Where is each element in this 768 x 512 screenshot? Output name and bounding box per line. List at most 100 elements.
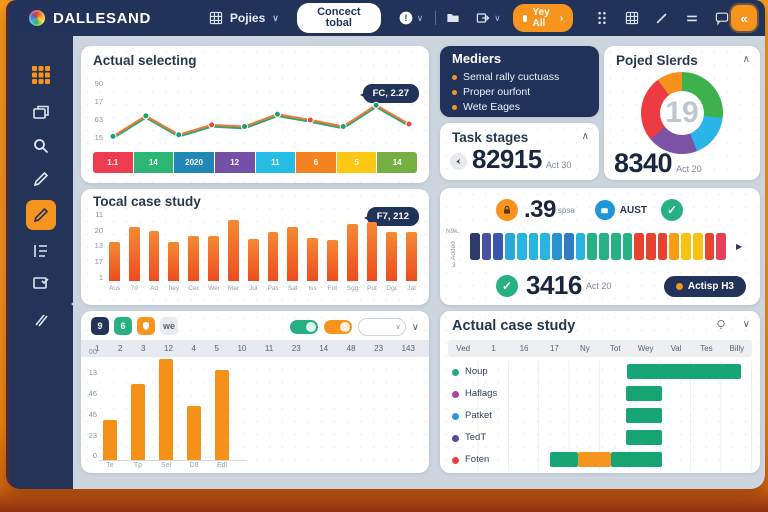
action-pill-button[interactable]: Actisp H3 bbox=[663, 276, 746, 297]
orange-toggle[interactable] bbox=[323, 320, 352, 334]
pojed-value: 8340 bbox=[614, 148, 673, 178]
collapse-button[interactable]: « bbox=[731, 5, 757, 31]
card-title: Tocal case study bbox=[93, 194, 201, 209]
segment: 6 bbox=[296, 152, 336, 173]
stat-label-1: AUST bbox=[619, 204, 648, 216]
arrow-right-icon[interactable]: ▶ bbox=[736, 242, 743, 251]
green-toggle[interactable] bbox=[289, 320, 318, 334]
sidebar-item-search-icon[interactable] bbox=[26, 131, 56, 161]
row-dot-icon bbox=[452, 435, 459, 442]
bar bbox=[267, 232, 279, 281]
chevron-down-icon: ∨ bbox=[416, 12, 424, 23]
export-icon[interactable] bbox=[474, 9, 492, 27]
tray-all-label: Yey All bbox=[532, 7, 550, 29]
bullet-label: Semal rally cuctuass bbox=[463, 71, 560, 83]
row-dot-icon bbox=[452, 391, 459, 398]
gantt-column-label: 16 bbox=[519, 344, 529, 353]
bar bbox=[247, 239, 259, 281]
gantt-column-label: 17 bbox=[549, 344, 559, 353]
notification-icon[interactable]: ! bbox=[397, 9, 415, 27]
x-tick-label: Mar bbox=[227, 285, 239, 292]
task-stages-value: 82915 bbox=[472, 144, 542, 174]
sidebar-item-edit-active-icon[interactable] bbox=[26, 200, 56, 230]
card-title: Task stages bbox=[452, 130, 529, 145]
bar-chart bbox=[109, 213, 417, 281]
y-axis: 11 20 13 17 1 bbox=[89, 211, 103, 281]
gantt-column-label: Ny bbox=[579, 344, 590, 353]
chevron-up-icon[interactable]: ∧ bbox=[581, 131, 589, 142]
toolbar-mini-button[interactable]: we bbox=[160, 317, 178, 335]
data-point bbox=[241, 123, 249, 131]
toolbar-mini-button[interactable] bbox=[137, 317, 155, 335]
card-stats: .39 spsa AUST ✓ N9k. Added 3 ▶ ✓ 3416 Ac… bbox=[440, 188, 760, 305]
column-number: 10 bbox=[237, 344, 247, 353]
strip-cell bbox=[587, 233, 598, 260]
sidebar-item-list-icon[interactable] bbox=[26, 236, 56, 266]
card-task-stages: Task stages ∧ 82915 Act 30 bbox=[440, 123, 599, 180]
column-number: 5 bbox=[214, 344, 219, 353]
gantt-row-label: TedT bbox=[465, 432, 487, 443]
toolbar-mini-button[interactable]: 9 bbox=[91, 317, 109, 335]
donut-center-value: 19 bbox=[665, 96, 699, 129]
y-tick-label: 45 bbox=[88, 409, 97, 419]
strip-cell bbox=[481, 233, 492, 260]
card-title: Mediers bbox=[452, 51, 502, 66]
card-pojed-slerds: Pojed Slerds ∧ 19 8340 Act 20 bbox=[604, 46, 760, 180]
gantt-row: TedT bbox=[448, 427, 752, 449]
pencil-icon[interactable] bbox=[653, 9, 671, 27]
x-tick-label: Fut bbox=[327, 285, 338, 292]
chevron-down-icon: ∨ bbox=[272, 12, 279, 23]
strip-cell bbox=[634, 233, 645, 260]
strip-cell bbox=[669, 233, 680, 260]
stat-suffix-2: Act 20 bbox=[585, 280, 612, 291]
y-tick-label: 90 bbox=[94, 79, 103, 88]
card-tocal-case-study: Tocal case study F7, 212 11 20 13 17 1 Aust 7… bbox=[81, 189, 429, 305]
projects-menu[interactable]: Pojies ∨ bbox=[207, 9, 279, 27]
sidebar-item-apps-grid-icon[interactable] bbox=[26, 60, 56, 90]
tray-all-pill[interactable]: Yey All › bbox=[512, 4, 574, 32]
donut-hole bbox=[660, 91, 704, 135]
gantt-column-label: Wey bbox=[637, 344, 654, 353]
folder-icon[interactable] bbox=[444, 9, 462, 27]
strip-cell bbox=[552, 233, 562, 260]
gantt-column-label: Ved bbox=[456, 344, 471, 353]
tray-square-icon bbox=[522, 14, 528, 22]
contact-button[interactable]: Concect tobal bbox=[296, 3, 381, 33]
sidebar bbox=[9, 36, 80, 489]
segment: 14 bbox=[377, 152, 417, 173]
bar bbox=[188, 235, 200, 281]
pojed-suffix: Act 20 bbox=[676, 164, 702, 174]
column-number: 23 bbox=[374, 344, 384, 353]
strip-cell bbox=[528, 233, 539, 260]
gantt-column-label: Val bbox=[670, 344, 682, 353]
chevron-up-icon[interactable]: ∧ bbox=[742, 54, 750, 65]
segment: 14 bbox=[133, 152, 174, 173]
x-tick-label: hey bbox=[168, 285, 180, 292]
toolbar-mini-button[interactable]: 6 bbox=[114, 317, 132, 335]
gantt-row: Haflags bbox=[448, 383, 752, 405]
dots-grid-icon[interactable] bbox=[593, 9, 611, 27]
y-tick-label: 46 bbox=[88, 388, 97, 398]
dropdown-pill[interactable]: ∨ bbox=[357, 318, 406, 336]
sidebar-item-pen-icon[interactable] bbox=[26, 164, 56, 194]
apps-launcher-icon bbox=[207, 9, 225, 27]
menu-icon[interactable] bbox=[683, 9, 701, 27]
task-stages-suffix: Act 30 bbox=[545, 160, 572, 170]
sidebar-item-mail-check-icon[interactable] bbox=[26, 268, 56, 298]
sidebar-item-board-icon[interactable] bbox=[26, 98, 56, 128]
table-grid-icon[interactable] bbox=[623, 9, 641, 27]
card-title: Actual selecting bbox=[93, 53, 197, 68]
bulb-icon[interactable] bbox=[714, 318, 728, 337]
strip-cell bbox=[516, 233, 527, 260]
logo-icon bbox=[29, 10, 45, 26]
gantt-bar bbox=[549, 452, 578, 467]
chat-icon[interactable] bbox=[713, 9, 731, 27]
check-icon: ✓ bbox=[496, 274, 518, 297]
strip-cell bbox=[610, 233, 621, 260]
svg-text:!: ! bbox=[404, 13, 407, 23]
chevron-down-icon[interactable]: ∨ bbox=[742, 319, 750, 330]
check-icon: ✓ bbox=[661, 199, 684, 221]
sidebar-item-brush-icon[interactable] bbox=[26, 304, 56, 334]
gantt-row-label: Noup bbox=[465, 366, 488, 377]
bullet-item: Wete Eages bbox=[452, 100, 591, 115]
